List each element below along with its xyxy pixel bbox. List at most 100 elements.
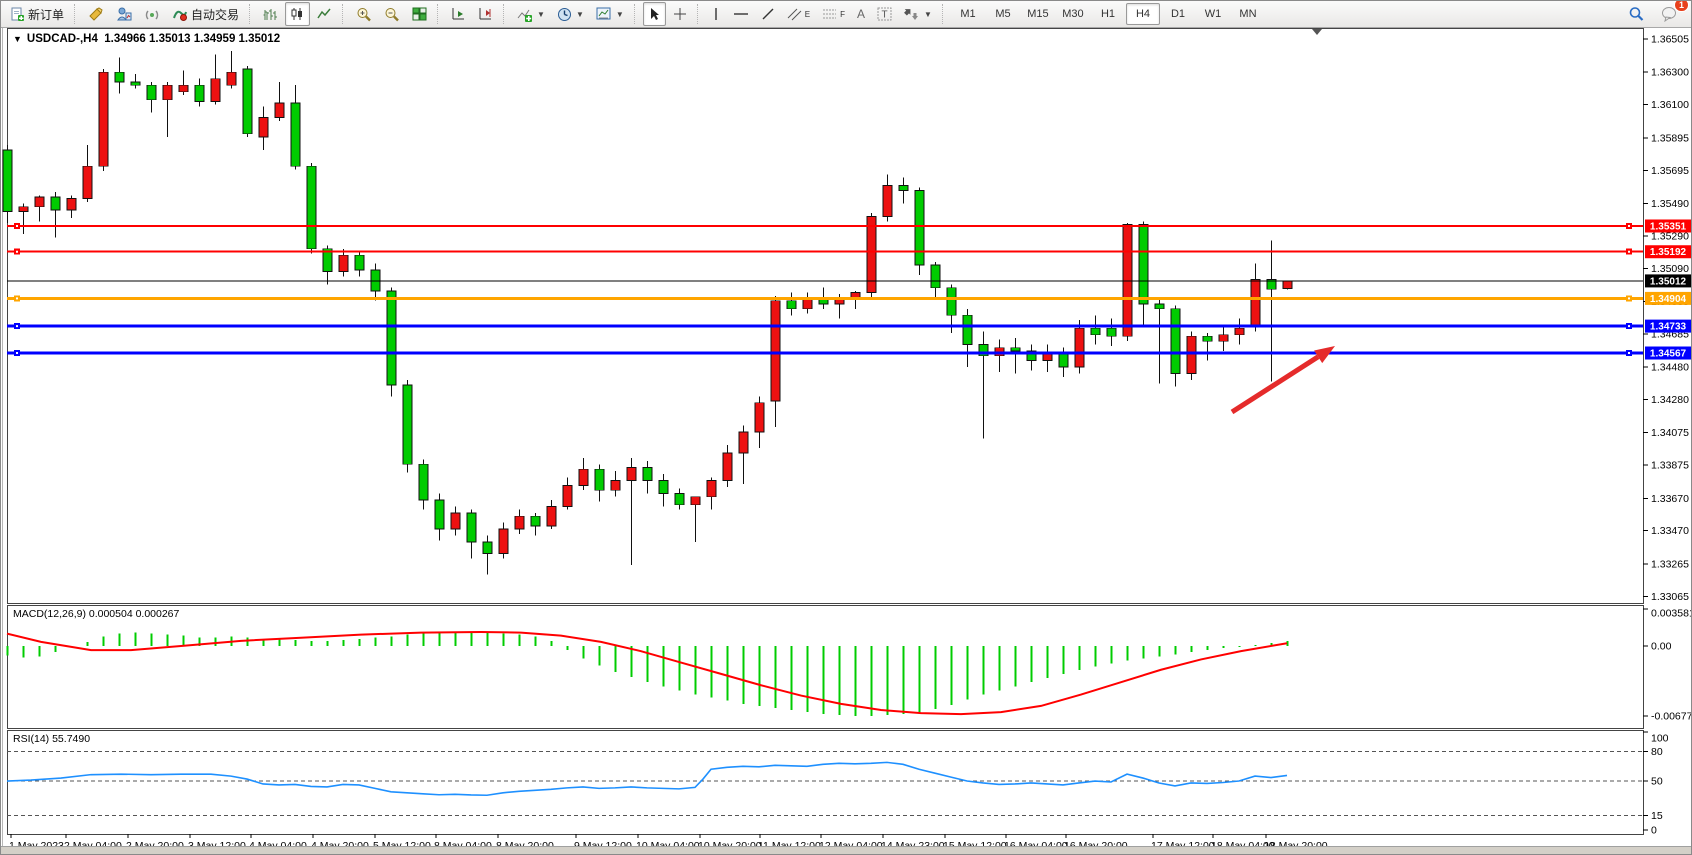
zoom-in-icon: [356, 7, 372, 22]
bear-candle: [962, 314, 973, 345]
line-drag-handle-center: [16, 250, 18, 253]
toolbar-separator: [633, 4, 638, 24]
indicators-icon: [517, 7, 533, 22]
price-tick-label: 1.33875: [1651, 460, 1689, 472]
bull-candle: [866, 216, 877, 293]
chevron-down-icon: ▼: [537, 9, 545, 19]
bear-candle: [1058, 353, 1069, 368]
notification-badge: 1: [1673, 1, 1689, 12]
bull-candle: [578, 468, 589, 486]
macd-signal-line: [6, 631, 1288, 716]
bull-candle: [338, 254, 349, 272]
text-label-tool-button[interactable]: T: [872, 2, 897, 26]
search-button[interactable]: [1623, 2, 1650, 26]
line-drag-handle-center: [16, 325, 18, 328]
bull-candle: [450, 512, 461, 530]
timeframe-d1-button[interactable]: D1: [1170, 8, 1185, 20]
macd-indicator-label: MACD(12,26,9) 0.000504 0.000267: [13, 608, 180, 620]
fibonacci-tool-button[interactable]: F: [817, 2, 850, 26]
current-price-badge-text: 1.35012: [1650, 276, 1687, 287]
new-order-button[interactable]: 新订单: [5, 2, 69, 26]
candlestick-mode-button[interactable]: [285, 2, 311, 26]
zoom-out-button[interactable]: [379, 2, 405, 26]
line-drag-handle-center: [1628, 250, 1630, 253]
price-level-badge-text: 1.34733: [1650, 322, 1687, 333]
price-tick-label: 1.36505: [1651, 34, 1689, 46]
bear-candle: [1266, 279, 1277, 290]
text-tool-icon: A: [857, 7, 866, 21]
main-panel-frame: [7, 28, 1644, 604]
bear-candle: [290, 102, 301, 167]
bear-candle: [242, 68, 253, 135]
zoom-in-button[interactable]: [351, 2, 377, 26]
auto-trading-button[interactable]: 自动交易: [167, 2, 244, 26]
timeframe-m5-button[interactable]: M5: [995, 8, 1011, 20]
trend-arrow-annotation[interactable]: [1230, 354, 1320, 415]
chart-title-ohlc: 1.34966 1.35013 1.34959 1.35012: [104, 33, 281, 45]
bull-candle: [1218, 334, 1229, 342]
line-drag-handle-center: [16, 352, 18, 355]
price-level-badge: [1645, 291, 1691, 305]
bear-candle: [1170, 308, 1181, 374]
chevron-down-icon: ▼: [924, 9, 932, 19]
tile-windows-button[interactable]: [407, 2, 432, 26]
bear-candle: [50, 196, 61, 211]
line-drag-handle-center: [16, 224, 18, 227]
market-watch-button[interactable]: [111, 2, 137, 26]
chart-area[interactable]: 1.36505 1.36300 1.36100 1.35895 1.35695 1.354…: [1, 28, 1692, 855]
timeframe-h4-button[interactable]: H4: [1125, 3, 1160, 25]
main-toolbar: 新订单 自动交易: [1, 1, 1691, 28]
timeframe-m30-button[interactable]: M30: [1062, 8, 1084, 20]
chart-shift-button[interactable]: [473, 2, 498, 26]
bear-candle: [1090, 327, 1101, 336]
zoom-out-icon: [384, 7, 400, 22]
vertical-line-tool-button[interactable]: [706, 2, 726, 26]
price-level-badge: [1645, 319, 1691, 333]
indicators-button[interactable]: ▼: [512, 2, 550, 26]
chat-button[interactable]: 1: [1656, 1, 1689, 26]
bull-candle: [610, 480, 621, 491]
bull-candle: [258, 117, 269, 138]
channel-tool-button[interactable]: E: [782, 2, 815, 26]
bull-candle: [754, 402, 765, 433]
toolbar-separator: [696, 4, 701, 24]
collapse-triangle-icon[interactable]: ▼: [13, 34, 22, 44]
line-chart-mode-button[interactable]: [312, 2, 337, 26]
bear-candle: [1138, 224, 1149, 305]
bull-candle: [82, 165, 93, 200]
macd-tick-label: 0.00: [1651, 641, 1672, 653]
macd-panel-frame: [7, 605, 1644, 729]
text-tool-button[interactable]: A: [852, 2, 870, 26]
price-level-badge-text: 1.35351: [1650, 221, 1687, 232]
bull-candle: [882, 185, 893, 217]
cursor-tool-button[interactable]: [642, 2, 666, 26]
bear-candle: [594, 468, 605, 491]
horizontal-line-tool-button[interactable]: [728, 2, 754, 26]
bear-candle: [978, 344, 989, 357]
clock-icon: [557, 7, 572, 22]
crosshair-tool-button[interactable]: [668, 2, 692, 26]
bull-candle: [18, 206, 29, 212]
trendline-tool-button[interactable]: [756, 2, 780, 26]
quick-trade-button[interactable]: [83, 2, 109, 26]
signals-button[interactable]: [139, 2, 165, 26]
timeframe-m15-button[interactable]: M15: [1027, 8, 1049, 20]
chevron-down-icon: ▼: [575, 9, 584, 19]
bear-candle: [1026, 350, 1037, 362]
timeframe-mn-button[interactable]: MN: [1239, 8, 1257, 20]
timeframe-h1-button[interactable]: H1: [1100, 8, 1115, 20]
bull-candle: [1074, 327, 1085, 368]
auto-scroll-button[interactable]: [446, 2, 471, 26]
chart-canvas[interactable]: 1.36505 1.36300 1.36100 1.35895 1.35695 1.354…: [1, 28, 1692, 855]
auto-trading-icon: [172, 7, 188, 21]
templates-button[interactable]: ▼: [591, 2, 629, 26]
timeframe-w1-button[interactable]: W1: [1204, 8, 1222, 20]
line-drag-handle-center: [1628, 297, 1630, 300]
price-tick-label: 1.36300: [1651, 67, 1689, 79]
arrows-tool-button[interactable]: ▼: [899, 2, 937, 26]
timeframe-m1-button[interactable]: M1: [960, 8, 976, 20]
bar-chart-mode-button[interactable]: [258, 2, 283, 26]
periods-button[interactable]: ▼: [552, 2, 589, 26]
rsi-line: [6, 761, 1288, 797]
chart-shift-marker[interactable]: [1312, 29, 1322, 35]
